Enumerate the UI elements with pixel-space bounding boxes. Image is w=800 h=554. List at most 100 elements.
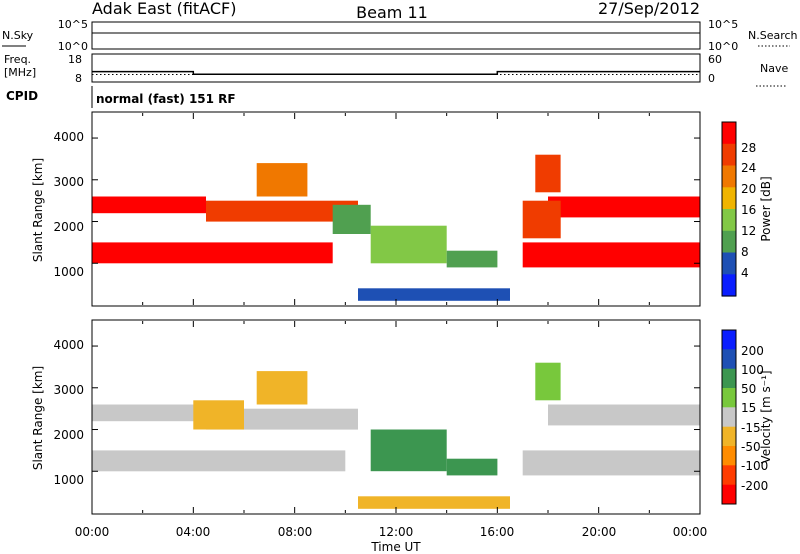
- noise-left-tick-bottom: 10^0: [58, 40, 88, 53]
- colorbar-swatch: [722, 484, 736, 505]
- velocity-region: [370, 429, 447, 472]
- power-region: [522, 242, 700, 268]
- colorbar-swatch: [722, 407, 736, 428]
- velocity-cb-tick-minus50: -50: [741, 440, 761, 454]
- colorbar-swatch: [722, 330, 736, 350]
- date-label: 27/Sep/2012: [598, 0, 700, 18]
- colorbar-swatch: [722, 230, 736, 254]
- power-region: [92, 242, 333, 264]
- cpid-text: normal (fast) 151 RF: [96, 92, 236, 106]
- power-region: [332, 204, 371, 234]
- freq-tick-top: 18: [68, 53, 82, 66]
- xtick-2000: 20:00: [582, 525, 617, 539]
- xtick-1200: 12:00: [379, 525, 414, 539]
- xtick-2400: 00:00: [673, 525, 708, 539]
- velocity-ylabel: Slant Range [km]: [31, 366, 45, 470]
- velocity-ytick-4000: 4000: [53, 338, 84, 352]
- colorbar-swatch: [722, 187, 736, 210]
- power-region: [358, 288, 510, 301]
- power-heatmap: [92, 154, 700, 301]
- velocity-cb-tick-50: 50: [741, 382, 756, 396]
- power-region: [522, 200, 561, 239]
- velocity-region: [92, 404, 206, 422]
- colorbar-swatch: [722, 465, 736, 486]
- velocity-region: [92, 450, 346, 472]
- colorbar-swatch: [722, 349, 736, 370]
- freq-label-line1: Freq.: [4, 53, 31, 66]
- velocity-ytick-1000: 1000: [53, 473, 84, 487]
- power-ytick-1000: 1000: [53, 265, 84, 279]
- noise-right-label: N.Search: [748, 29, 798, 42]
- power-cb-tick-20: 20: [741, 182, 756, 196]
- nave-label: Nave: [760, 62, 788, 75]
- power-cb-tick-16: 16: [741, 203, 756, 217]
- colorbar-swatch: [722, 388, 736, 408]
- noise-right-tick-bottom: 10^0: [708, 40, 738, 53]
- colorbar-swatch: [722, 368, 736, 389]
- velocity-ytick-2000: 2000: [53, 428, 84, 442]
- power-ticks: [91, 113, 701, 305]
- power-colorbar-frame: [721, 121, 737, 297]
- xtick-0400: 04:00: [176, 525, 211, 539]
- colorbar-swatch: [722, 209, 736, 232]
- colorbar-swatch: [722, 274, 736, 297]
- velocity-cb-tick-minus100: -100: [741, 459, 768, 473]
- beam-label: Beam 11: [356, 3, 428, 22]
- velocity-region: [522, 450, 700, 476]
- noise-panel-frame: [91, 21, 701, 50]
- colorbar-swatch: [722, 122, 736, 145]
- velocity-region: [358, 496, 510, 509]
- power-colorbar-title: Power [dB]: [759, 176, 773, 241]
- velocity-colorbar-title: Velocity [m s⁻¹]: [759, 370, 773, 463]
- freq-label-line2: [MHz]: [4, 66, 36, 79]
- power-colorbar: [722, 122, 736, 297]
- power-ytick-4000: 4000: [53, 130, 84, 144]
- velocity-ytick-3000: 3000: [53, 383, 84, 397]
- freq-tick-bottom: 8: [75, 72, 82, 85]
- power-ylabel: Slant Range [km]: [31, 158, 45, 262]
- power-region: [370, 225, 447, 264]
- chart-title: Adak East (fitACF): [92, 0, 236, 18]
- colorbar-swatch: [722, 426, 736, 447]
- velocity-colorbar: [722, 330, 736, 505]
- freq-panel-frame: [91, 53, 701, 83]
- power-cb-tick-28: 28: [741, 141, 756, 155]
- power-region: [92, 196, 206, 214]
- noise-left-tick-top: 10^5: [58, 18, 88, 31]
- xtick-0000: 00:00: [75, 525, 110, 539]
- velocity-heatmap: [92, 362, 700, 509]
- velocity-panel-frame: [91, 319, 701, 515]
- cpid-label: CPID: [6, 89, 38, 103]
- velocity-cb-tick-minus15: -15: [741, 421, 761, 435]
- colorbar-swatch: [722, 446, 736, 466]
- velocity-ticks: [91, 321, 701, 513]
- nave-tick-bottom: 0: [708, 72, 715, 85]
- colorbar-swatch: [722, 252, 736, 275]
- power-region: [206, 200, 358, 222]
- power-region: [446, 250, 498, 268]
- colorbar-swatch: [722, 143, 736, 167]
- noise-left-label: N.Sky: [2, 29, 34, 42]
- power-cb-tick-8: 8: [741, 245, 749, 259]
- power-region: [256, 163, 308, 197]
- x-axis-title: Time UT: [370, 540, 421, 554]
- power-ytick-2000: 2000: [53, 220, 84, 234]
- velocity-cb-tick-15: 15: [741, 401, 756, 415]
- freq-trace: [92, 70, 700, 75]
- power-panel-frame: [91, 111, 701, 307]
- velocity-region: [446, 458, 498, 476]
- power-cb-tick-4: 4: [741, 266, 749, 280]
- velocity-region: [535, 362, 561, 401]
- velocity-cb-tick-minus200: -200: [741, 479, 768, 493]
- noise-right-tick-top: 10^5: [708, 18, 738, 31]
- xtick-0800: 08:00: [278, 525, 313, 539]
- velocity-cb-tick-200: 200: [741, 344, 764, 358]
- power-ytick-3000: 3000: [53, 175, 84, 189]
- velocity-cb-tick-100: 100: [741, 363, 764, 377]
- power-cb-tick-12: 12: [741, 224, 756, 238]
- velocity-colorbar-frame: [721, 329, 737, 505]
- colorbar-swatch: [722, 165, 736, 188]
- xtick-1600: 16:00: [480, 525, 515, 539]
- power-region: [535, 154, 561, 193]
